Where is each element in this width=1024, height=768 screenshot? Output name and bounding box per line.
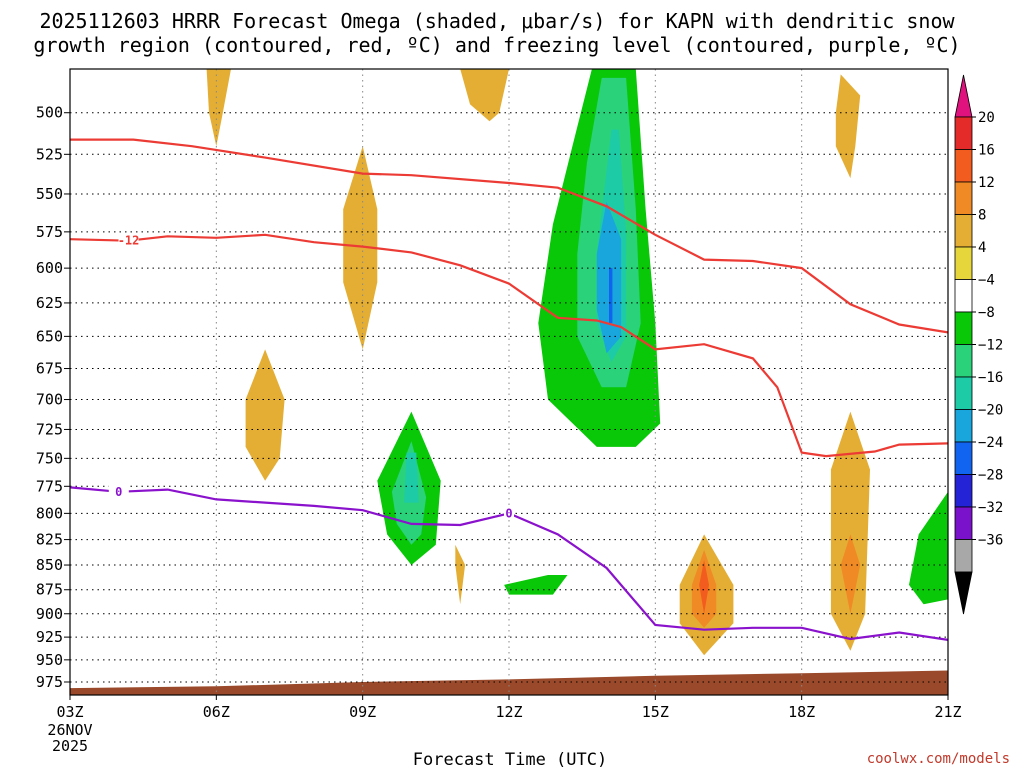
omega-region-21: [206, 69, 231, 147]
colorbar-swatch-13: [954, 539, 973, 573]
freezing-level-contour-label-bg: [108, 484, 129, 498]
colorbar-label-7: −12: [978, 338, 1003, 354]
omega-region-23: [835, 74, 861, 179]
dgz-contour--18: [70, 138, 948, 334]
colorbar-swatch-9: [954, 409, 973, 443]
colorbar-label-3: 8: [978, 208, 986, 224]
dgz-contour--12-label: -12: [118, 234, 140, 248]
contour-lines: -12 0 0: [70, 138, 948, 641]
omega-region-19: [343, 146, 378, 350]
colorbar-label-1: 16: [978, 143, 995, 159]
colorbar-swatch-6: [954, 311, 973, 345]
x-start-date-0: 26NOV: [47, 721, 92, 739]
y-tick-label-725: 725: [36, 420, 63, 438]
omega-region-17: [830, 411, 870, 651]
colorbar-swatch-2: [954, 181, 973, 215]
colorbar-label-12: −32: [978, 500, 1003, 516]
colorbar-bottom-arrow: [954, 571, 973, 615]
x-start-date-1: 2025: [52, 737, 88, 755]
y-tick-label-550: 550: [36, 185, 63, 203]
colorbar-label-4: 4: [978, 240, 986, 256]
y-axis: 500 525 550 575 600 625 650 675 700 725 750 775 800 8…: [36, 104, 70, 691]
freezing-level-label2-bg: [504, 506, 514, 520]
x-tick-label-9: 09Z: [349, 703, 376, 721]
x-tick-label-6: 06Z: [203, 703, 230, 721]
y-tick-label-825: 825: [36, 531, 63, 549]
colorbar-swatch-7: [954, 344, 973, 378]
dgz-contour--12: [70, 233, 948, 458]
omega-region-9: [404, 452, 419, 503]
x-axis-label: Forecast Time (UTC): [413, 750, 607, 768]
y-tick-label-750: 750: [36, 449, 63, 467]
y-tick-label-850: 850: [36, 556, 63, 574]
y-tick-label-800: 800: [36, 504, 63, 522]
x-tick-label-3: 03Z: [56, 703, 83, 721]
y-tick-label-600: 600: [36, 259, 63, 277]
colorbar-swatch-3: [954, 214, 973, 248]
chart-title-line1: 2025112603 HRRR Forecast Omega (shaded, …: [39, 9, 955, 33]
colorbar-swatch-10: [954, 441, 973, 475]
colorbar-swatch-0: [954, 116, 973, 150]
chart-title-line2: growth region (contoured, red, ºC) and f…: [33, 33, 960, 57]
y-tick-label-900: 900: [36, 605, 63, 623]
colorbar-swatch-1: [954, 149, 973, 183]
omega-shaded-regions: [206, 69, 948, 660]
colorbar-swatch-4: [954, 246, 973, 280]
x-tick-label-18: 18Z: [788, 703, 815, 721]
colorbar-swatch-11: [954, 474, 973, 508]
y-tick-label-925: 925: [36, 628, 63, 646]
colorbar-label-5: −4: [978, 273, 995, 289]
freezing-level-contour-label: 0: [115, 485, 122, 499]
colorbar-top-arrow: [954, 74, 973, 118]
omega-colorbar: 20 16 12 8 4 −4 −8 −12 −16 −20 −24 −28 −32 −36: [954, 74, 1003, 615]
y-tick-label-975: 975: [36, 673, 63, 691]
colorbar-label-6: −8: [978, 305, 995, 321]
y-tick-label-575: 575: [36, 223, 63, 241]
colorbar-label-2: 12: [978, 175, 995, 191]
terrain-layer: [70, 670, 948, 695]
terrain-fill: [70, 670, 948, 695]
omega-region-11: [743, 423, 802, 585]
x-tick-label-21: 21Z: [934, 703, 961, 721]
colorbar-label-9: −20: [978, 403, 1003, 419]
omega-region-16: [699, 560, 709, 614]
omega-region-10: [504, 575, 568, 595]
omega-region-22: [460, 69, 509, 122]
omega-region-25: [401, 69, 422, 187]
colorbar-label-0: 20: [978, 110, 995, 126]
colorbar-label-13: −36: [978, 533, 1003, 549]
y-tick-label-875: 875: [36, 581, 63, 599]
colorbar-label-11: −28: [978, 468, 1003, 484]
credit-link[interactable]: coolwx.com/models: [867, 751, 1010, 767]
omega-region-13: [909, 491, 948, 605]
colorbar-label-10: −24: [978, 435, 1003, 451]
x-tick-label-15: 15Z: [642, 703, 669, 721]
x-tick-label-12: 12Z: [495, 703, 522, 721]
y-tick-label-625: 625: [36, 294, 63, 312]
y-tick-label-650: 650: [36, 327, 63, 345]
freezing-level-contour: [70, 486, 948, 641]
omega-region-18: [840, 534, 861, 614]
colorbar-swatch-12: [954, 506, 973, 540]
colorbar-swatch-5: [954, 279, 973, 313]
omega-region-5: [609, 268, 613, 324]
freezing-level-label2: 0: [505, 506, 512, 520]
y-tick-label-775: 775: [36, 477, 63, 495]
y-tick-label-675: 675: [36, 360, 63, 378]
colorbar-swatch-8: [954, 376, 973, 410]
colorbar-label-8: −16: [978, 370, 1003, 386]
y-tick-label-950: 950: [36, 651, 63, 669]
y-tick-label-500: 500: [36, 104, 63, 122]
y-tick-label-700: 700: [36, 391, 63, 409]
dgz-contour--12-label-bg: [118, 233, 139, 247]
y-tick-label-525: 525: [36, 145, 63, 163]
omega-region-24: [455, 544, 466, 605]
omega-region-20: [245, 349, 285, 481]
